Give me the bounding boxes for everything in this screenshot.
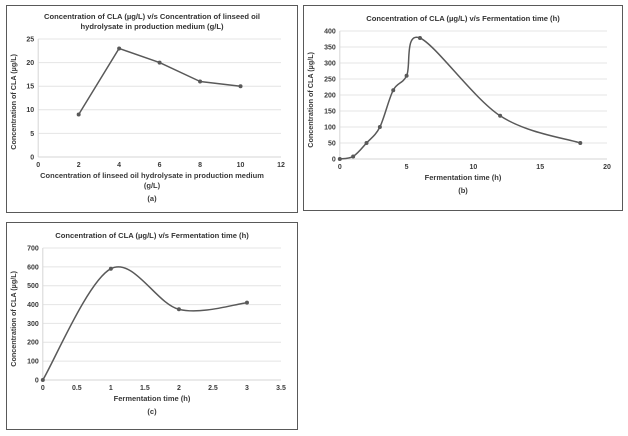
- svg-text:2: 2: [177, 385, 181, 392]
- chart-c-x-axis-label: Fermentation time (h): [113, 394, 191, 404]
- svg-text:2: 2: [77, 162, 81, 169]
- svg-text:4: 4: [117, 162, 121, 169]
- chart-b-plot-area: 0 50 100 150 200 250 300 350 400 0 5 10 15 20: [324, 29, 611, 172]
- chart-c-plot-area: 0 100 200 300 400 500 600 700 0 0.5 1 1.5 2 2.5 3 3.5: [27, 246, 286, 393]
- chart-a-caption: (a): [147, 193, 157, 203]
- svg-text:0: 0: [35, 378, 39, 385]
- chart-b-y-axis-label: Concentration of CLA (µg/L): [306, 51, 315, 148]
- svg-text:200: 200: [27, 340, 39, 347]
- svg-text:700: 700: [27, 246, 39, 253]
- chart-a-plot-area: 0 5 10 15 20 25 0 2 4 6 8 10 12: [26, 36, 285, 169]
- svg-text:300: 300: [27, 321, 39, 328]
- svg-text:25: 25: [26, 36, 34, 43]
- svg-text:0.5: 0.5: [72, 385, 82, 392]
- svg-text:200: 200: [324, 93, 336, 100]
- svg-text:3.5: 3.5: [276, 385, 286, 392]
- chart-b-x-axis-label: Fermentation time (h): [424, 173, 502, 183]
- chart-a-body: Concentration of CLA (µg/L) 0 5 10 15 20 25 0 2…: [7, 34, 297, 170]
- svg-text:400: 400: [27, 302, 39, 309]
- svg-text:150: 150: [324, 109, 336, 116]
- chart-panel-a: Concentration of CLA (µg/L) v/s Concentr…: [6, 5, 298, 213]
- svg-text:10: 10: [26, 107, 34, 114]
- svg-text:250: 250: [324, 77, 336, 84]
- svg-text:600: 600: [27, 265, 39, 272]
- svg-text:0: 0: [36, 162, 40, 169]
- svg-text:15: 15: [26, 84, 34, 91]
- svg-text:300: 300: [324, 61, 336, 68]
- svg-text:3: 3: [245, 385, 249, 392]
- svg-text:100: 100: [324, 125, 336, 132]
- chart-b-title: Concentration of CLA (µg/L) v/s Fermenta…: [366, 14, 560, 23]
- svg-text:12: 12: [277, 162, 285, 169]
- svg-text:500: 500: [27, 284, 39, 291]
- chart-c-body: Concentration of CLA (µg/L) 0 100 200 300 40…: [7, 243, 297, 393]
- chart-c-y-axis-label: Concentration of CLA (µg/L): [9, 270, 18, 367]
- svg-text:10: 10: [470, 164, 478, 171]
- svg-text:350: 350: [324, 45, 336, 52]
- svg-text:6: 6: [158, 162, 162, 169]
- svg-text:20: 20: [26, 60, 34, 67]
- chart-b-body: Concentration of CLA (µg/L) 0 50 100 150 200…: [304, 26, 622, 172]
- svg-text:100: 100: [27, 359, 39, 366]
- svg-text:5: 5: [30, 131, 34, 138]
- svg-text:1.5: 1.5: [140, 385, 150, 392]
- svg-text:50: 50: [328, 141, 336, 148]
- svg-text:0: 0: [30, 154, 34, 161]
- chart-c-title: Concentration of CLA (µg/L) v/s Fermenta…: [55, 231, 249, 240]
- svg-text:10: 10: [237, 162, 245, 169]
- chart-c-caption: (c): [147, 406, 157, 416]
- svg-text:2.5: 2.5: [208, 385, 218, 392]
- svg-text:8: 8: [198, 162, 202, 169]
- chart-a-y-axis-label: Concentration of CLA (µg/L): [9, 54, 18, 150]
- chart-panel-b: Concentration of CLA (µg/L) v/s Fermenta…: [303, 5, 623, 211]
- svg-text:20: 20: [603, 164, 611, 171]
- svg-text:0: 0: [338, 164, 342, 171]
- svg-text:5: 5: [405, 164, 409, 171]
- svg-text:0: 0: [41, 385, 45, 392]
- svg-text:1: 1: [109, 385, 113, 392]
- chart-a-x-axis-label: Concentration of linseed oil hydrolysate…: [40, 170, 264, 191]
- chart-panel-c: Concentration of CLA (µg/L) v/s Fermenta…: [6, 222, 298, 430]
- svg-text:15: 15: [536, 164, 544, 171]
- svg-text:0: 0: [332, 157, 336, 164]
- svg-text:400: 400: [324, 29, 336, 36]
- chart-a-title: Concentration of CLA (µg/L) v/s Concentr…: [44, 12, 260, 32]
- chart-b-caption: (b): [458, 185, 468, 195]
